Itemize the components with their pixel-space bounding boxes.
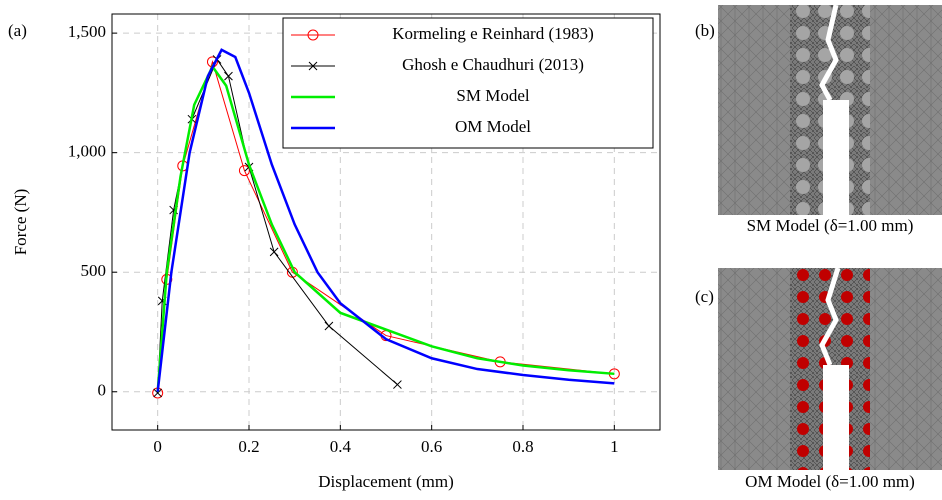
marker xyxy=(393,380,402,389)
marker xyxy=(224,71,233,81)
x-tick-label: 0.4 xyxy=(330,437,352,456)
legend-label: Kormeling e Reinhard (1983) xyxy=(392,24,594,43)
y-tick-label: 500 xyxy=(81,261,107,280)
x-tick-label: 0.6 xyxy=(421,437,442,456)
x-axis-label: Displacement (mm) xyxy=(318,472,454,491)
series-line xyxy=(156,64,615,392)
legend-label: Ghosh e Chaudhuri (2013) xyxy=(402,55,584,74)
legend-box xyxy=(282,17,654,149)
y-tick-label: 0 xyxy=(98,381,107,400)
x-tick-label: 0 xyxy=(153,437,162,456)
panel-b-image xyxy=(718,4,942,215)
y-tick-label: 1,500 xyxy=(68,22,106,41)
marker xyxy=(307,29,319,41)
x-tick-label: 0.8 xyxy=(512,437,533,456)
y-axis-label: Force (N) xyxy=(11,189,30,256)
marker xyxy=(308,61,318,71)
series-line xyxy=(156,48,615,392)
legend-label: SM Model xyxy=(456,86,529,105)
marker xyxy=(269,247,279,257)
panel-caption: OM Model (δ=1.00 mm) xyxy=(745,472,915,491)
legend-label: OM Model xyxy=(455,117,531,136)
y-tick-label: 1,000 xyxy=(68,142,106,161)
x-tick-label: 0.2 xyxy=(238,437,259,456)
panel-label: (b) xyxy=(695,21,715,40)
marker xyxy=(153,388,163,398)
marker xyxy=(324,321,334,331)
panel-label: (c) xyxy=(695,287,714,306)
panel-caption: SM Model (δ=1.00 mm) xyxy=(747,216,914,235)
plot-frame xyxy=(111,13,661,431)
panel-c-image xyxy=(718,267,942,470)
panel-label: (a) xyxy=(8,21,27,40)
x-tick-label: 1 xyxy=(610,437,619,456)
marker xyxy=(238,165,250,177)
